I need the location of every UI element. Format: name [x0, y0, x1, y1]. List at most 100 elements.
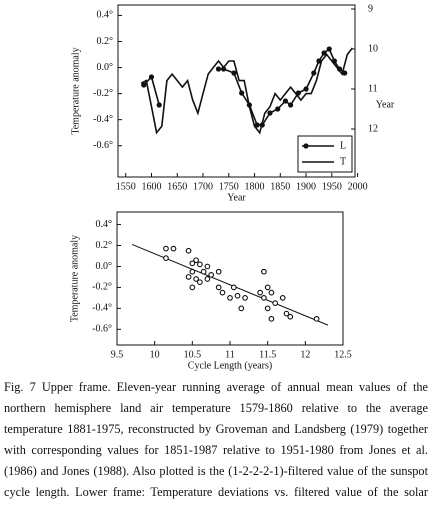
y-axis-label: Temperature anomaly — [70, 47, 81, 134]
point — [239, 90, 245, 96]
y-tick-label: 0.0° — [96, 261, 113, 272]
point — [242, 295, 248, 301]
point — [204, 263, 211, 270]
point — [189, 260, 196, 267]
point — [197, 261, 203, 268]
point — [193, 257, 199, 264]
point — [215, 268, 222, 275]
point — [193, 276, 199, 282]
point — [197, 279, 203, 286]
x-axis-label: Year — [227, 192, 246, 203]
point — [303, 86, 309, 92]
x-tick-label: 10 — [150, 349, 160, 360]
point — [163, 255, 169, 261]
point — [268, 315, 275, 322]
x-tick-label: 1600 — [141, 181, 161, 192]
point — [261, 268, 267, 275]
x-tick-label: 9.5 — [111, 349, 124, 360]
figure: 0.4° 0.2° 0.0° -0.2° -0.4° -0.6° 1550 1600 1650 1… — [69, 3, 395, 371]
point — [279, 295, 286, 301]
point — [275, 106, 281, 112]
legend-frame — [297, 135, 353, 173]
point — [156, 102, 162, 108]
trend-line — [131, 244, 329, 326]
x-axis-label: Cycle Length (years) — [188, 360, 272, 371]
point — [204, 276, 211, 282]
point — [254, 122, 260, 128]
y2-tick-label: 11 — [368, 83, 378, 94]
y2-tick-label: 12 — [368, 123, 378, 134]
y-tick-label: -0.2° — [93, 88, 113, 99]
point — [316, 58, 322, 64]
point — [141, 82, 147, 88]
point — [230, 284, 237, 291]
caption: Fig. 7 Upper frame. Eleven-year running … — [4, 380, 428, 507]
legend-label: L — [340, 140, 346, 151]
point — [163, 245, 169, 252]
y-tick-label: 0.4° — [97, 10, 114, 21]
point — [238, 305, 245, 312]
y-tick-label: 0.2° — [96, 240, 113, 251]
point — [287, 313, 294, 320]
x-tick-label: 11.5 — [259, 349, 276, 360]
point — [148, 74, 155, 80]
point — [221, 66, 227, 72]
y-tick-label: 0.4° — [96, 219, 113, 230]
y-tick-label: -0.2° — [92, 282, 112, 293]
plot-frame — [116, 211, 344, 346]
y-tick-label: -0.4° — [93, 114, 113, 125]
point — [261, 295, 267, 301]
point — [272, 300, 279, 306]
point — [227, 295, 233, 301]
y-axis-label: Temperature anomaly — [69, 235, 80, 322]
x-tick-label: 1550 — [116, 181, 136, 192]
point — [170, 245, 177, 252]
point — [185, 247, 192, 254]
point — [326, 46, 332, 52]
series-line — [140, 47, 354, 135]
x-tick-label: 12.5 — [334, 349, 352, 360]
y2-tick-label: 9 — [368, 3, 373, 14]
x-tick-label: 1850 — [270, 181, 290, 192]
y-tick-label: 0.2° — [97, 36, 114, 47]
point — [231, 70, 237, 76]
point — [268, 289, 275, 296]
point — [283, 310, 290, 317]
x-tick-label: 1700 — [193, 181, 213, 192]
point — [189, 268, 196, 275]
x-tick-label: 11 — [225, 349, 235, 360]
point — [219, 289, 226, 296]
point — [313, 315, 320, 322]
point — [200, 268, 207, 275]
y-tick-label: -0.6° — [92, 324, 112, 335]
x-tick-label: 1650 — [167, 181, 187, 192]
legend-label: T — [340, 156, 346, 167]
x-tick-label: 10.5 — [184, 349, 202, 360]
y-tick-label: 0.0° — [97, 62, 114, 73]
point — [287, 102, 294, 108]
point — [185, 274, 192, 280]
point — [321, 50, 327, 56]
y2-tick-label: 10 — [368, 43, 378, 54]
plot-frame — [117, 4, 356, 178]
point — [215, 284, 222, 291]
point — [282, 98, 289, 104]
x-tick-label: 12 — [300, 349, 310, 360]
point — [267, 110, 273, 116]
y-tick-label: -0.6° — [93, 140, 113, 151]
point — [264, 305, 271, 312]
point — [257, 289, 263, 296]
point — [208, 271, 215, 278]
point — [264, 284, 271, 291]
y2-axis-label: Year — [376, 99, 395, 110]
point — [215, 66, 222, 72]
x-tick-label: 1800 — [245, 181, 265, 192]
y-tick-label: -0.4° — [92, 303, 112, 314]
x-tick-label: 1950 — [322, 181, 342, 192]
legend-marker — [303, 143, 309, 149]
x-tick-label: 1750 — [219, 181, 239, 192]
x-tick-label: 2000 — [348, 181, 368, 192]
point — [311, 70, 317, 76]
x-tick-label: 1900 — [296, 181, 316, 192]
